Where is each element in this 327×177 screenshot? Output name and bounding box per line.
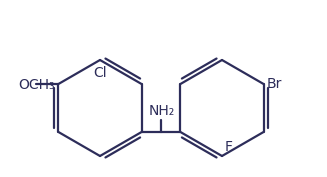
Text: Br: Br — [267, 77, 282, 91]
Text: OCH₃: OCH₃ — [18, 78, 54, 92]
Text: NH₂: NH₂ — [149, 104, 175, 118]
Text: F: F — [225, 140, 233, 154]
Text: Cl: Cl — [93, 66, 107, 80]
